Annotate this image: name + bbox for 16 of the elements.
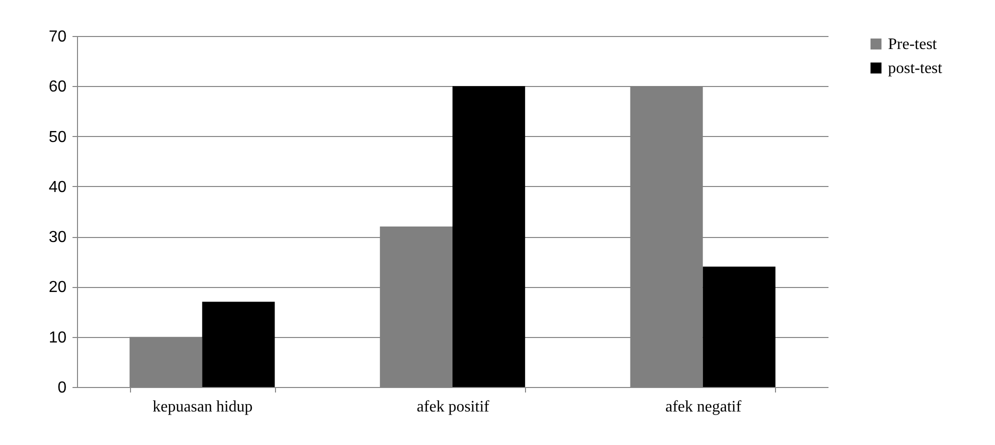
- bar: [702, 266, 776, 387]
- y-tick-label: 30: [48, 229, 67, 246]
- x-tick-label: kepuasan hidup: [152, 398, 253, 416]
- legend-label: post-test: [888, 60, 943, 77]
- y-tick-label: 60: [48, 78, 67, 96]
- x-tick-label: afek negatif: [665, 398, 742, 416]
- y-tick-label: 40: [48, 178, 67, 196]
- y-tick-label: 20: [48, 279, 67, 296]
- y-tick-label: 10: [48, 329, 67, 346]
- bar: [202, 302, 275, 387]
- y-tick-label: 50: [48, 128, 67, 146]
- legend-label: Pre-test: [888, 36, 938, 53]
- bar: [452, 86, 526, 387]
- y-tick-label: 70: [48, 28, 67, 46]
- x-tick-label: afek positif: [416, 398, 490, 416]
- y-tick-label: 0: [58, 380, 67, 396]
